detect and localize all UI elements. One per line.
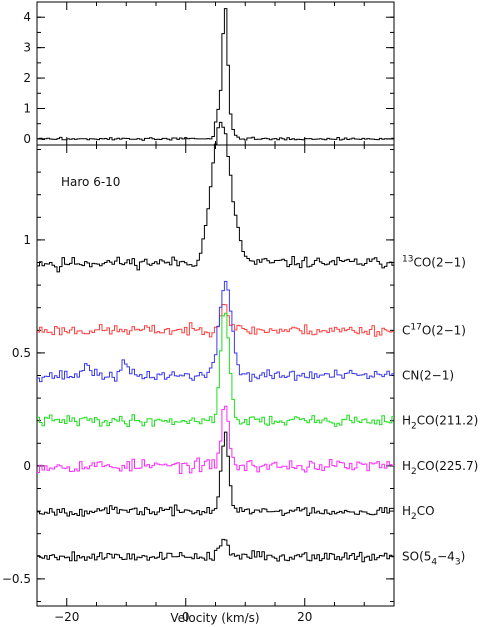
spectrum-line (37, 304, 394, 338)
y-tick-label: 1 (23, 101, 31, 115)
series-label-part: ) (461, 549, 466, 563)
series-label-part: H (402, 504, 411, 518)
series-label-part: CN(2−1) (402, 369, 454, 383)
spectrum-line (37, 431, 394, 517)
series-label-part: 2 (411, 512, 417, 522)
series-label-part: −4 (437, 549, 455, 563)
series-label-part: CO(211.2) (417, 414, 479, 428)
series-label: H2CO(225.7) (402, 459, 478, 477)
spectrum-line (37, 405, 394, 474)
spectrum-line (37, 8, 394, 141)
y-tick-label: −0.5 (2, 572, 31, 586)
series-label-part: 4 (431, 557, 437, 567)
y-tick-label: 2 (23, 71, 31, 85)
series-label-part: 13 (402, 255, 413, 265)
x-tick-label: 20 (297, 610, 312, 624)
spectrum-line (37, 312, 394, 428)
spectrum-line (37, 538, 394, 563)
series-label-part: H (402, 414, 411, 428)
x-axis-title: Velocity (km/s) (170, 611, 259, 625)
spectrum-line (37, 121, 394, 273)
series-label-part: SO(5 (402, 549, 431, 563)
series-label-part: CO(225.7) (417, 459, 479, 473)
series-label-part: 2 (411, 422, 417, 432)
y-tick-label: 0 (23, 132, 31, 146)
series-label-part: 3 (455, 557, 461, 567)
series-label-part: CO(2−1) (413, 256, 466, 270)
y-tick-label: 4 (23, 10, 31, 24)
x-tick-label: −20 (54, 610, 79, 624)
series-label: C17O(2−1) (402, 322, 466, 337)
series-label-part: CO (417, 504, 435, 518)
series-label: H2CO (402, 504, 435, 522)
y-tick-label: 1 (23, 233, 31, 247)
top-panel-ticks: 0 1 2 3 4 (23, 1, 395, 146)
series-label-part: H (402, 459, 411, 473)
series-label: 13CO(2−1) (402, 255, 466, 270)
source-annotation: Haro 6-10 (61, 175, 120, 189)
series-labels: 13CO(2−1)C17O(2−1)CN(2−1)H2CO(211.2)H2CO… (402, 255, 478, 568)
x-tick-label: 0 (182, 610, 190, 624)
series-label-part: 17 (410, 322, 421, 332)
series-label-part: C (402, 323, 410, 337)
series-label: CN(2−1) (402, 369, 454, 383)
series-label-part: O(2−1) (422, 323, 466, 337)
top-panel: 0 1 2 3 4 (23, 1, 395, 146)
series-label-part: 2 (411, 467, 417, 477)
bottom-panel-spectra (37, 121, 394, 563)
bottom-panel: −0.500.51−20 0 20 13CO(2−1)C17O(2−1)CN(2−1… (2, 121, 478, 625)
y-tick-label: 0 (23, 459, 31, 473)
bottom-panel-ticks: −0.5 0 0.5 1 −20 0 20 (2, 145, 395, 624)
top-panel-spectra (37, 8, 394, 141)
y-tick-label: 3 (23, 41, 31, 55)
series-label: SO(54−43) (402, 549, 465, 567)
y-tick-label: 0.5 (12, 346, 31, 360)
spectrum-line (37, 280, 394, 383)
series-label: H2CO(211.2) (402, 414, 478, 432)
top-panel-frame (36, 1, 395, 146)
